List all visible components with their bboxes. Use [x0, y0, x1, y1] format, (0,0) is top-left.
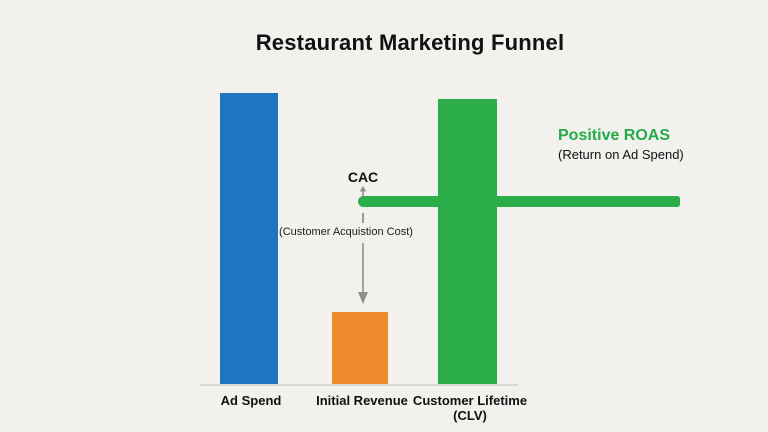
roas-label: Positive ROAS [558, 127, 671, 144]
cac-sublabel: (Customer Acquistion Cost) [279, 226, 413, 238]
x-label-clv: Customer Lifetime (CLV) [413, 393, 527, 423]
roas-callout: Positive ROAS (Return on Ad Spend) [558, 126, 684, 163]
cac-line [358, 196, 680, 207]
x-label-clv-line1: Customer Lifetime [412, 393, 528, 408]
bar-initial-revenue [332, 312, 388, 385]
bar-ad-spend [220, 93, 278, 385]
x-label-initial-revenue: Initial Revenue [316, 393, 408, 408]
x-axis-baseline [200, 384, 518, 386]
down-arrow-icon [358, 243, 368, 304]
chart-title: Restaurant Marketing Funnel [255, 30, 565, 55]
cac-connector-dash [362, 213, 364, 223]
bar-clv [438, 99, 497, 385]
cac-label: CAC [347, 169, 379, 185]
x-label-clv-line2: (CLV) [453, 408, 487, 423]
x-label-ad-spend: Ad Spend [220, 393, 282, 408]
roas-sublabel: (Return on Ad Spend) [558, 147, 684, 163]
up-arrow-icon [359, 186, 367, 197]
